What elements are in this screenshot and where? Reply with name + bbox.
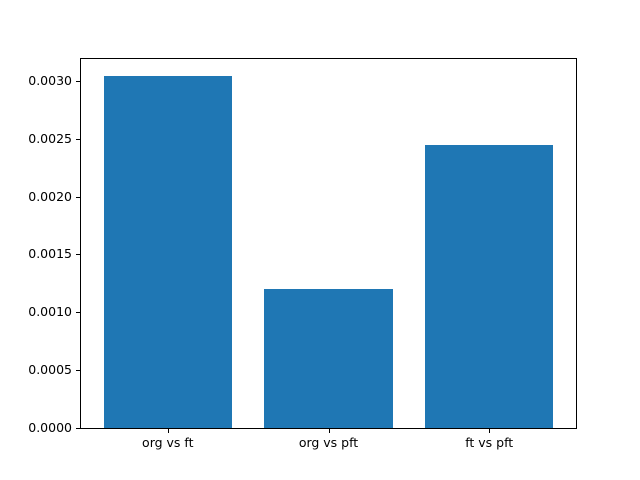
y-tick-label: 0.0030 <box>28 72 72 88</box>
plot-area <box>80 58 577 429</box>
y-tick-mark <box>76 370 80 372</box>
y-tick-mark <box>76 196 80 198</box>
y-tick-label: 0.0020 <box>28 188 72 204</box>
x-tick-mark <box>167 429 169 433</box>
y-tick-mark <box>76 80 80 82</box>
bar-org-vs-pft <box>264 289 393 428</box>
y-tick-label: 0.0000 <box>28 419 72 435</box>
y-tick-mark <box>76 138 80 140</box>
y-tick-label: 0.0015 <box>28 246 72 262</box>
y-tick-mark <box>76 254 80 256</box>
y-tick-mark <box>76 428 80 429</box>
y-tick-mark <box>76 312 80 314</box>
x-tick-label: org vs pft <box>298 435 359 450</box>
bar-org-vs-ft <box>103 76 233 428</box>
x-tick-mark <box>328 429 330 433</box>
y-tick-label: 0.0025 <box>28 130 72 146</box>
x-tick-label: ft vs pft <box>465 435 514 450</box>
bar-ft-vs-pft <box>424 144 554 428</box>
x-tick-mark <box>489 429 491 433</box>
x-tick-label: org vs ft <box>142 435 194 450</box>
y-tick-label: 0.0010 <box>28 304 72 320</box>
y-tick-label: 0.0005 <box>28 361 72 377</box>
